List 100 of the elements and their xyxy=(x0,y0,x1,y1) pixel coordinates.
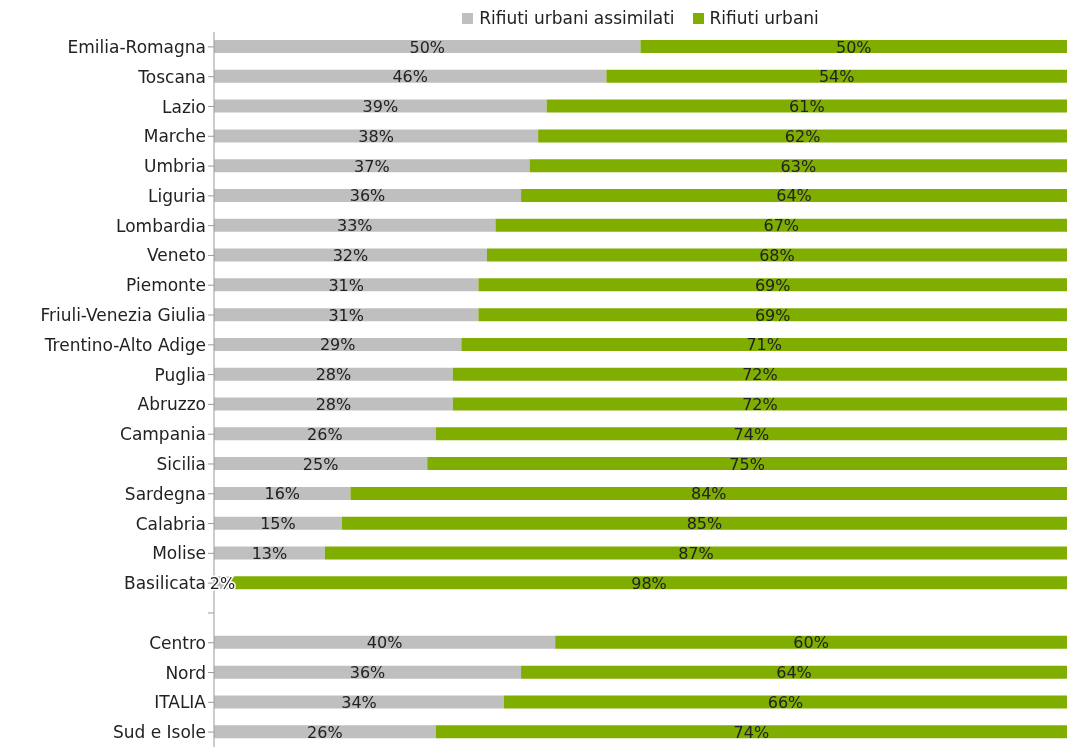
bar xyxy=(350,486,1067,500)
bar xyxy=(478,308,1067,322)
data-label: 61% xyxy=(789,97,825,117)
bar xyxy=(529,159,1067,173)
bar xyxy=(214,695,505,709)
bar xyxy=(640,40,1067,53)
y-tick-label: Liguria xyxy=(148,185,206,206)
y-tick-label: Nord xyxy=(165,662,206,683)
bar xyxy=(504,695,1067,709)
y-tick-label: Friuli-Venezia Giulia xyxy=(40,305,206,326)
bar xyxy=(214,159,530,173)
bar xyxy=(521,188,1067,202)
data-label: 34% xyxy=(341,692,377,712)
data-label: 50% xyxy=(835,37,872,57)
bar xyxy=(546,99,1067,113)
bar xyxy=(435,427,1067,441)
legend-label: Rifiuti urbani xyxy=(708,8,819,28)
data-label: 39% xyxy=(362,97,399,117)
y-tick-label: ITALIA xyxy=(154,692,207,713)
data-label: 72% xyxy=(742,395,778,414)
data-label: 15% xyxy=(260,514,296,534)
bar xyxy=(341,516,1067,530)
y-tick-label: Veneto xyxy=(146,245,206,266)
data-label: 29% xyxy=(319,335,356,355)
bar xyxy=(452,397,1067,411)
data-label: 38% xyxy=(358,126,394,146)
y-tick-label: Sud e Isole xyxy=(112,722,206,743)
y-tick-label: Centro xyxy=(149,632,206,653)
data-label: 63% xyxy=(780,156,817,176)
bar xyxy=(521,665,1067,679)
data-label: 37% xyxy=(354,156,390,176)
data-label: 32% xyxy=(332,246,369,266)
bar xyxy=(461,337,1067,351)
bar xyxy=(435,725,1067,739)
data-label: 36% xyxy=(349,663,386,683)
bar xyxy=(214,457,428,471)
bar xyxy=(214,188,522,202)
legend-label: Rifiuti urbani assimilati xyxy=(478,8,675,28)
y-tick-label: Emilia-Romagna xyxy=(67,36,206,57)
data-label: 33% xyxy=(336,216,373,236)
data-label: 66% xyxy=(767,692,804,712)
data-label: 64% xyxy=(776,663,812,683)
data-label: 87% xyxy=(678,543,714,563)
bar xyxy=(214,367,453,381)
bar xyxy=(214,308,479,322)
y-tick-label: Abruzzo xyxy=(137,394,206,415)
bar xyxy=(214,725,436,739)
y-tick-label: Campania xyxy=(120,424,206,445)
y-tick-label: Molise xyxy=(152,543,206,564)
bar xyxy=(324,546,1067,560)
data-label: 40% xyxy=(366,633,403,653)
bar xyxy=(452,367,1067,381)
bar xyxy=(214,99,547,113)
y-tick-label: Umbria xyxy=(144,156,206,177)
bar xyxy=(427,457,1067,471)
data-label: 26% xyxy=(307,722,343,742)
y-tick-label: Lombardia xyxy=(116,215,206,236)
bar xyxy=(214,665,522,679)
bar xyxy=(555,635,1067,649)
data-label: 74% xyxy=(733,424,770,444)
y-tick-label: Marche xyxy=(143,126,206,147)
data-label: 74% xyxy=(733,722,770,742)
y-tick-label: Calabria xyxy=(135,513,206,534)
data-label: 36% xyxy=(349,186,386,206)
bar xyxy=(214,69,607,83)
y-tick-label: Lazio xyxy=(162,96,206,117)
data-label: 71% xyxy=(746,335,782,355)
data-label: 69% xyxy=(754,275,791,295)
bar xyxy=(214,129,539,143)
y-tick-label: Trentino-Alto Adige xyxy=(43,334,206,355)
y-tick-label: Basilicata xyxy=(124,573,206,594)
y-tick-label: Sicilia xyxy=(156,454,206,475)
bar xyxy=(214,248,487,262)
data-label: 31% xyxy=(328,305,364,325)
bar xyxy=(606,69,1067,83)
bar xyxy=(495,218,1067,232)
data-label: 16% xyxy=(264,484,301,504)
bar xyxy=(214,40,641,53)
data-label: 84% xyxy=(690,484,727,504)
data-label: 25% xyxy=(302,454,339,474)
y-tick-label: Sardegna xyxy=(124,483,206,504)
bar xyxy=(214,278,479,292)
data-label: 54% xyxy=(818,67,855,87)
bar xyxy=(214,337,462,351)
bar xyxy=(478,278,1067,292)
data-label: 26% xyxy=(307,424,343,444)
data-label: 98% xyxy=(631,573,667,593)
data-label: 75% xyxy=(729,454,765,474)
data-label: 31% xyxy=(328,275,364,295)
bar xyxy=(214,397,453,411)
bar xyxy=(486,248,1067,262)
y-tick-label: Puglia xyxy=(154,364,206,385)
data-label: 50% xyxy=(409,37,446,57)
data-label: 68% xyxy=(759,246,795,266)
bar xyxy=(538,129,1067,143)
data-label: 60% xyxy=(793,633,829,653)
bar xyxy=(214,218,496,232)
data-label: 46% xyxy=(392,67,428,87)
data-label: 67% xyxy=(763,216,800,236)
data-label: 62% xyxy=(784,126,821,146)
